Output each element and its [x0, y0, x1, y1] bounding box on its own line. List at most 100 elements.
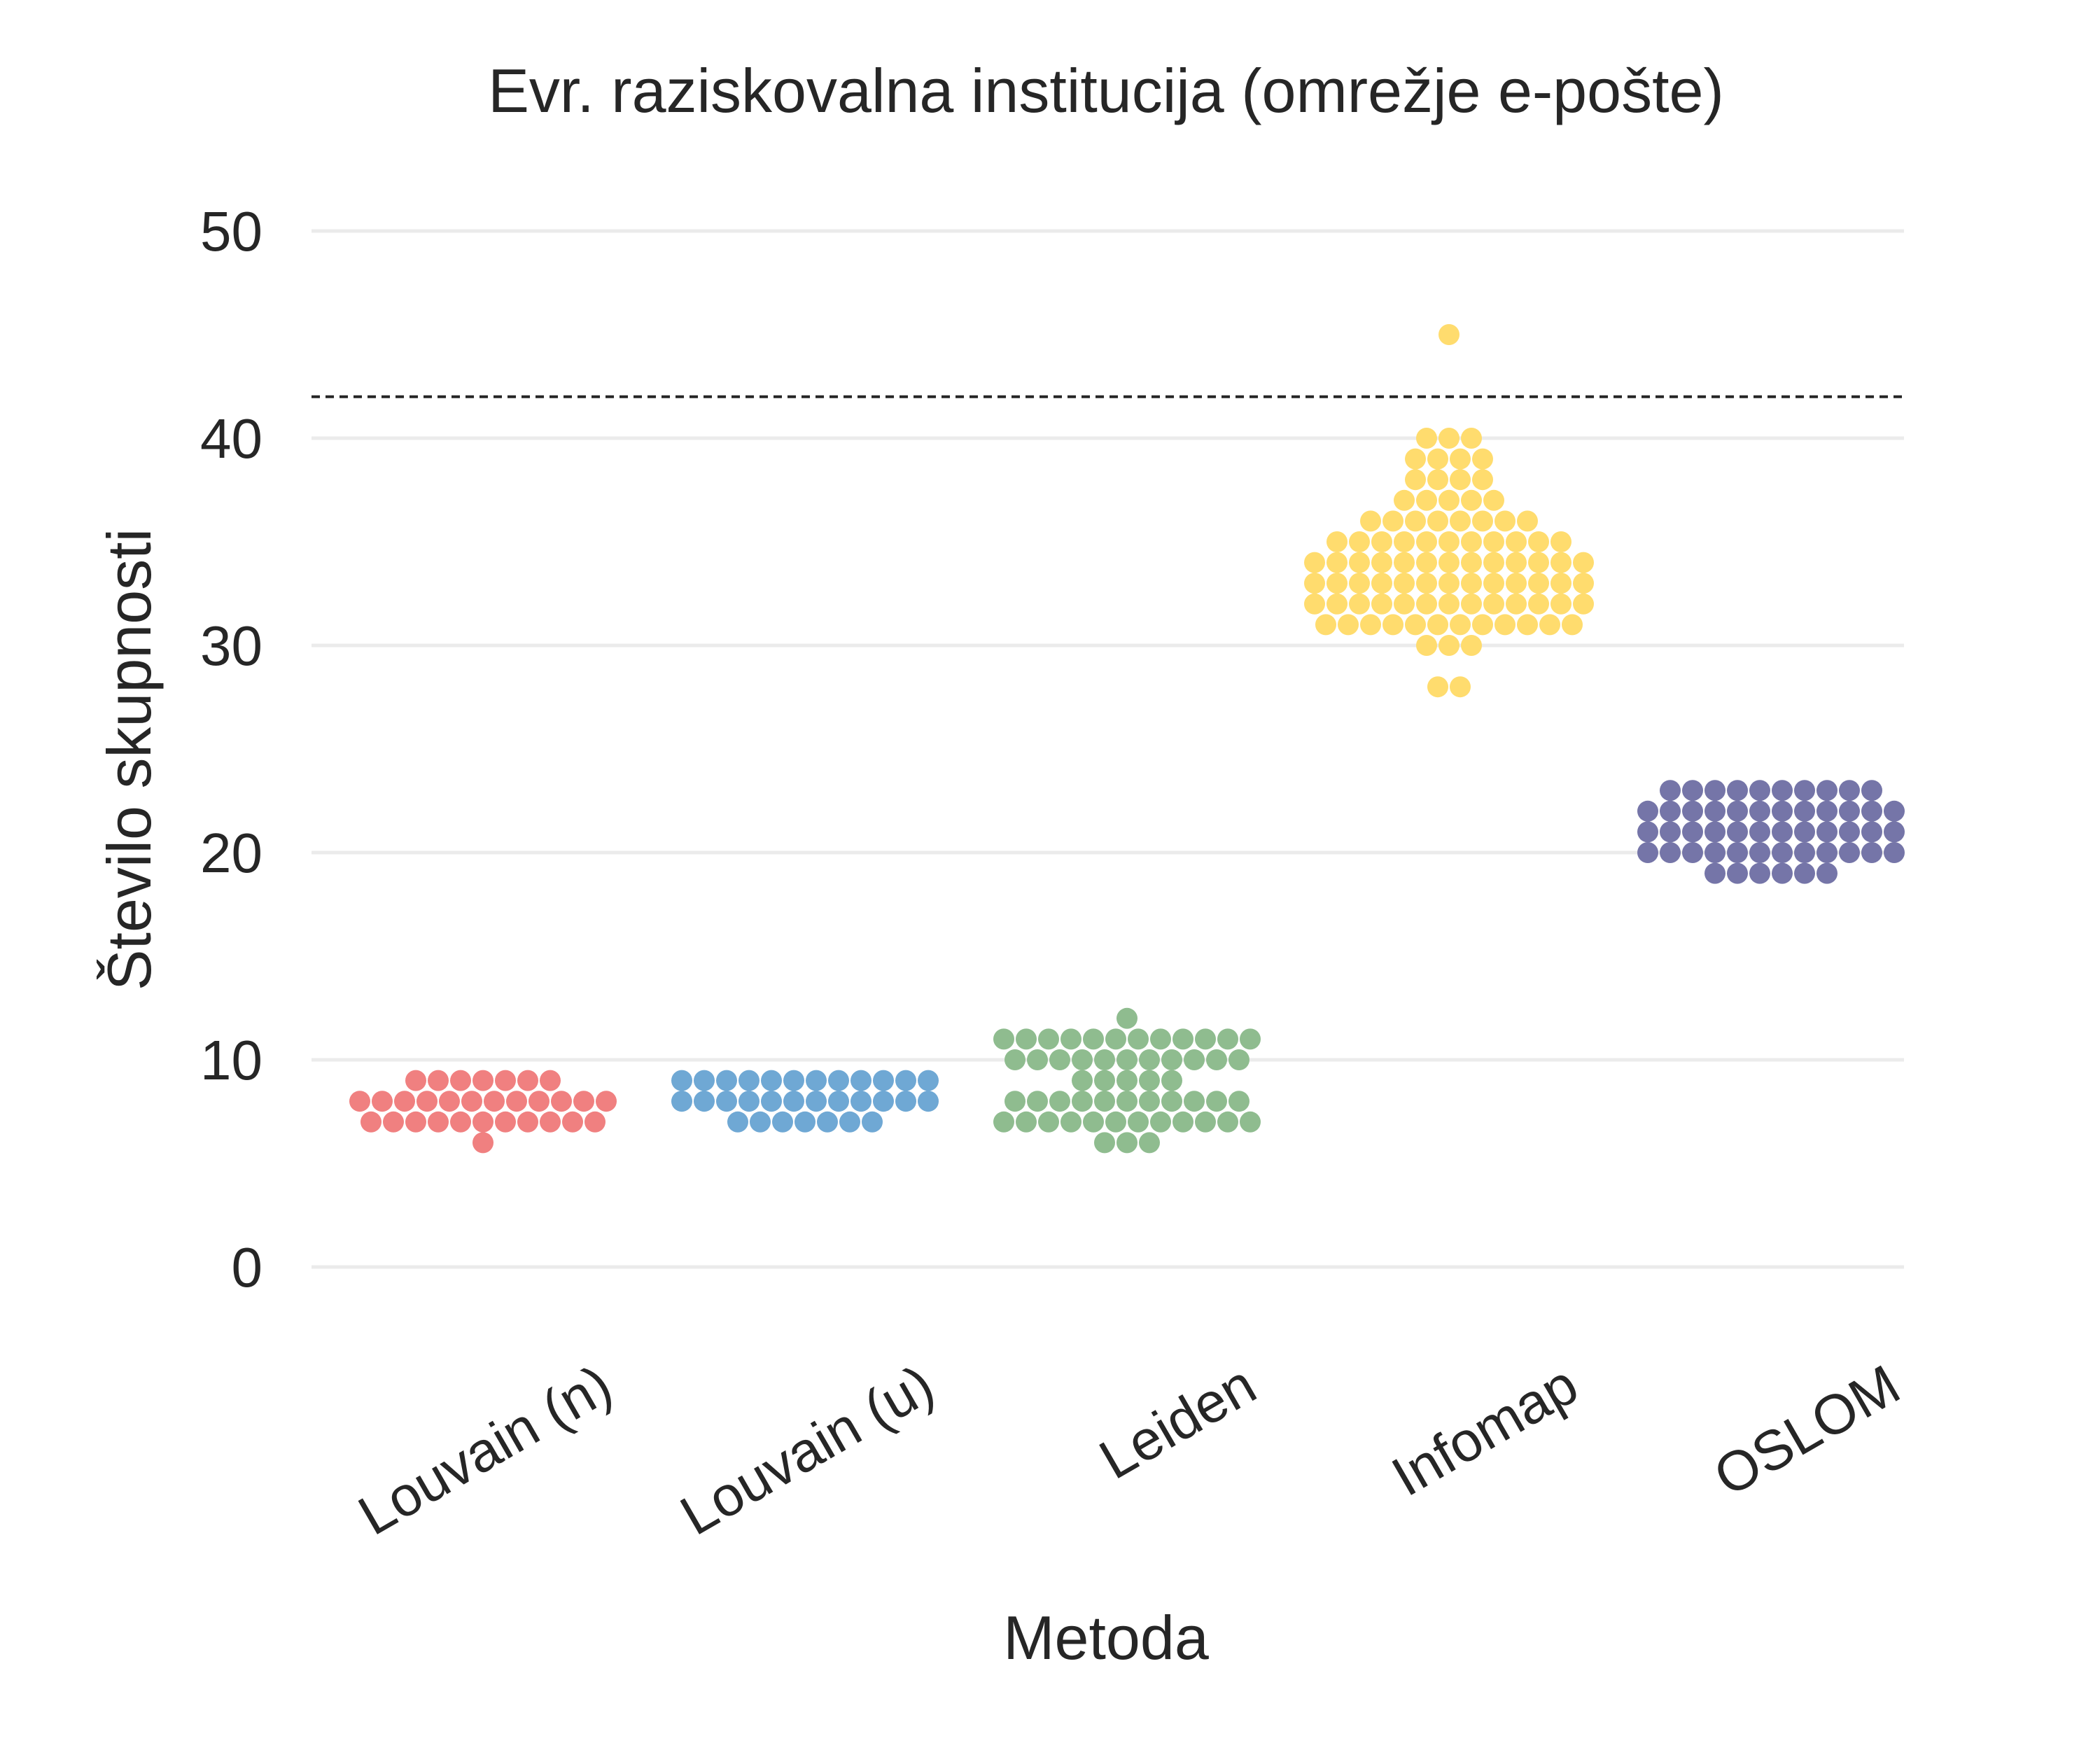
data-point — [1450, 469, 1471, 491]
data-points — [349, 324, 1905, 1154]
data-point — [405, 1111, 426, 1133]
data-point — [1550, 531, 1572, 552]
data-point — [1494, 510, 1516, 532]
data-point — [1438, 324, 1460, 345]
data-point — [372, 1091, 393, 1112]
data-point — [828, 1091, 849, 1112]
data-point — [517, 1111, 538, 1133]
data-point — [1682, 821, 1703, 843]
data-point — [850, 1070, 872, 1091]
data-point — [1416, 635, 1437, 656]
data-point — [1150, 1028, 1171, 1050]
data-point — [551, 1091, 572, 1112]
y-axis-label: Število skupnosti — [94, 528, 164, 990]
data-point — [761, 1070, 782, 1091]
data-point — [472, 1111, 493, 1133]
data-point — [1772, 842, 1793, 863]
data-point — [1573, 573, 1594, 594]
data-point — [584, 1111, 606, 1133]
data-point — [1405, 448, 1426, 470]
data-point — [1416, 573, 1437, 594]
data-point — [1394, 593, 1415, 615]
data-point — [1682, 780, 1703, 802]
data-point — [1573, 552, 1594, 573]
data-point — [472, 1070, 493, 1091]
data-point — [461, 1091, 482, 1112]
data-point — [1727, 800, 1748, 822]
data-point — [806, 1091, 827, 1112]
data-point — [1884, 821, 1905, 843]
data-point — [1472, 469, 1493, 491]
data-point — [439, 1091, 460, 1112]
data-point — [1349, 573, 1370, 594]
data-point — [1315, 614, 1336, 636]
gridlines — [312, 229, 1904, 1269]
data-point — [1528, 531, 1549, 552]
data-point — [1195, 1111, 1216, 1133]
data-point — [1517, 510, 1538, 532]
chart-title: Evr. raziskovalna institucija (omrežje e… — [488, 56, 1724, 125]
data-point — [1816, 862, 1837, 884]
data-point — [1116, 1070, 1138, 1091]
data-point — [1371, 593, 1392, 615]
data-point — [1405, 614, 1426, 636]
x-tick-labels: Louvain (n) Louvain (u) Leiden Infomap OSLOM — [348, 1353, 1910, 1547]
data-point — [1839, 800, 1860, 822]
x-tick-label: Leiden — [1089, 1353, 1266, 1491]
data-point — [850, 1091, 872, 1112]
data-point — [405, 1070, 426, 1091]
data-point — [993, 1111, 1014, 1133]
data-point — [1861, 821, 1882, 843]
data-point — [1660, 800, 1681, 822]
data-point — [1094, 1070, 1115, 1091]
data-point — [1472, 448, 1493, 470]
data-point — [727, 1111, 748, 1133]
data-point — [1704, 862, 1726, 884]
data-point — [528, 1091, 550, 1112]
data-point — [1816, 780, 1837, 802]
data-point — [895, 1091, 916, 1112]
data-point — [1660, 842, 1681, 863]
data-point — [472, 1132, 493, 1154]
data-point — [1172, 1028, 1194, 1050]
data-point — [738, 1070, 760, 1091]
data-point — [1004, 1049, 1026, 1070]
data-point — [1326, 573, 1348, 594]
data-point — [1704, 800, 1726, 822]
data-point — [517, 1070, 538, 1091]
data-point — [1660, 821, 1681, 843]
data-point — [506, 1091, 527, 1112]
data-point — [716, 1070, 737, 1091]
data-point — [1550, 552, 1572, 573]
data-point — [817, 1111, 838, 1133]
data-point — [1128, 1028, 1149, 1050]
data-point — [1727, 780, 1748, 802]
data-point — [1116, 1132, 1138, 1154]
data-point — [1794, 821, 1815, 843]
x-axis-label: Metoda — [1003, 1603, 1209, 1672]
data-point — [1016, 1111, 1037, 1133]
data-point — [1116, 1049, 1138, 1070]
data-point — [1637, 842, 1658, 863]
data-point — [1416, 531, 1437, 552]
data-point — [1704, 842, 1726, 863]
data-point — [1562, 614, 1583, 636]
data-point — [573, 1091, 594, 1112]
data-point — [1637, 821, 1658, 843]
data-point — [918, 1091, 939, 1112]
x-tick-label: Louvain (n) — [348, 1353, 622, 1547]
data-point — [1116, 1007, 1138, 1029]
y-tick-label: 20 — [200, 822, 262, 884]
y-tick-labels: 0 10 20 30 40 50 — [200, 200, 262, 1298]
data-point — [1573, 593, 1594, 615]
data-point — [1450, 676, 1471, 698]
y-tick-label: 30 — [200, 615, 262, 677]
data-point — [416, 1091, 438, 1112]
data-point — [1240, 1028, 1261, 1050]
data-point — [694, 1070, 715, 1091]
data-point — [1371, 552, 1392, 573]
data-point — [360, 1111, 382, 1133]
data-point — [1682, 842, 1703, 863]
data-point — [1861, 780, 1882, 802]
